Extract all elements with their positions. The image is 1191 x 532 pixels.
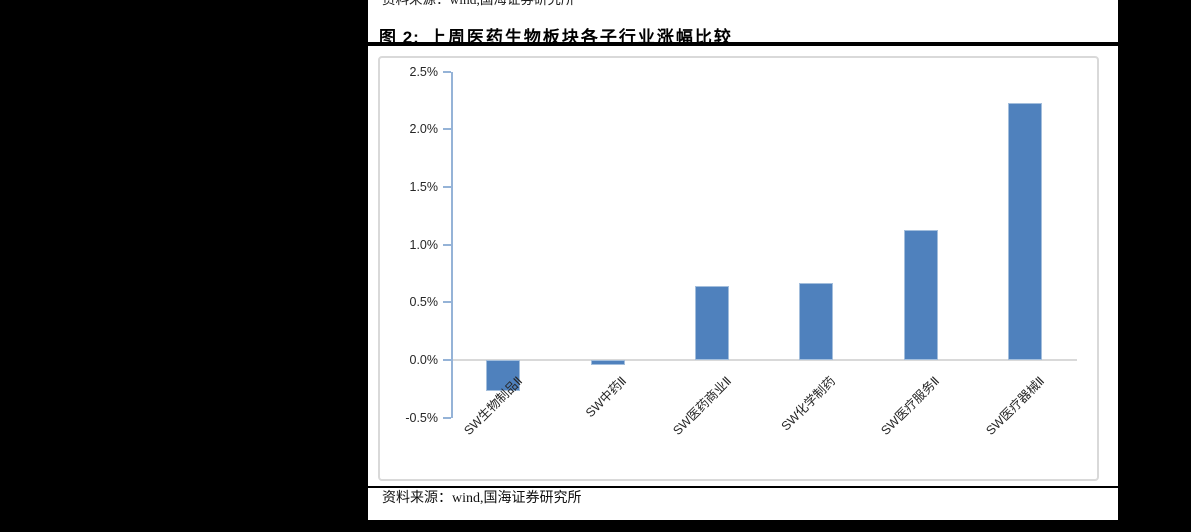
y-axis-tick — [443, 301, 451, 304]
x-category-label: SW中药Ⅱ — [583, 374, 630, 421]
y-axis-tick — [443, 70, 451, 73]
document-page: 资料来源：wind,国海证券研究所 图 2:上周医药生物板块各子行业涨幅比较 2… — [368, 0, 1118, 520]
bar — [799, 282, 834, 360]
figure-bottom-rule — [368, 486, 1118, 488]
y-tick-label: 1.5% — [409, 180, 439, 194]
bar — [486, 360, 521, 392]
chart-frame: 2.5% 2.0% 1.5% 1.0% 0.5% 0.0% -0.5% SW生物制品Ⅱ SW中药… — [378, 56, 1099, 481]
x-category-label: SW化学制药 — [778, 374, 839, 434]
source-value: wind,国海证券研究所 — [452, 491, 582, 506]
source-label: 资料来源： — [382, 491, 452, 506]
y-tick-label: 0.5% — [409, 295, 439, 310]
x-category-label: SW医疗服务Ⅱ — [878, 374, 943, 438]
y-tick-label: 1.0% — [409, 237, 439, 252]
bar-chart: 2.5% 2.0% 1.5% 1.0% 0.5% 0.0% -0.5% SW生物制品Ⅱ SW中药… — [380, 58, 1097, 479]
y-tick-label: 2.0% — [409, 122, 439, 137]
source-line-top-partial: 资料来源：wind,国海证券研究所 — [382, 0, 802, 10]
source-line-top-text: 资料来源：wind,国海证券研究所 — [382, 0, 802, 9]
y-tick-label: -0.5% — [405, 410, 438, 425]
y-axis-tick — [443, 243, 451, 246]
y-axis-tick — [443, 416, 451, 419]
zero-gridline — [451, 359, 1077, 361]
x-category-label: SW医药商业Ⅱ — [669, 374, 734, 438]
y-axis-tick — [443, 359, 451, 361]
y-tick-label: 2.5% — [409, 64, 439, 79]
title-rule — [368, 42, 1118, 46]
x-category-label: SW医疗器械Ⅱ — [982, 374, 1047, 438]
bar — [590, 360, 625, 365]
source-line-bottom: 资料来源：wind,国海证券研究所 — [382, 490, 582, 508]
bar — [1007, 102, 1042, 360]
bar — [903, 229, 938, 360]
figure-title: 图 2: 上周医药生物板块各子行业涨幅比较 — [379, 23, 733, 47]
y-axis-line — [451, 71, 453, 418]
y-axis-tick — [443, 128, 451, 131]
bar — [694, 286, 729, 360]
y-tick-label: 0.0% — [409, 353, 439, 367]
y-axis-tick — [443, 186, 451, 188]
